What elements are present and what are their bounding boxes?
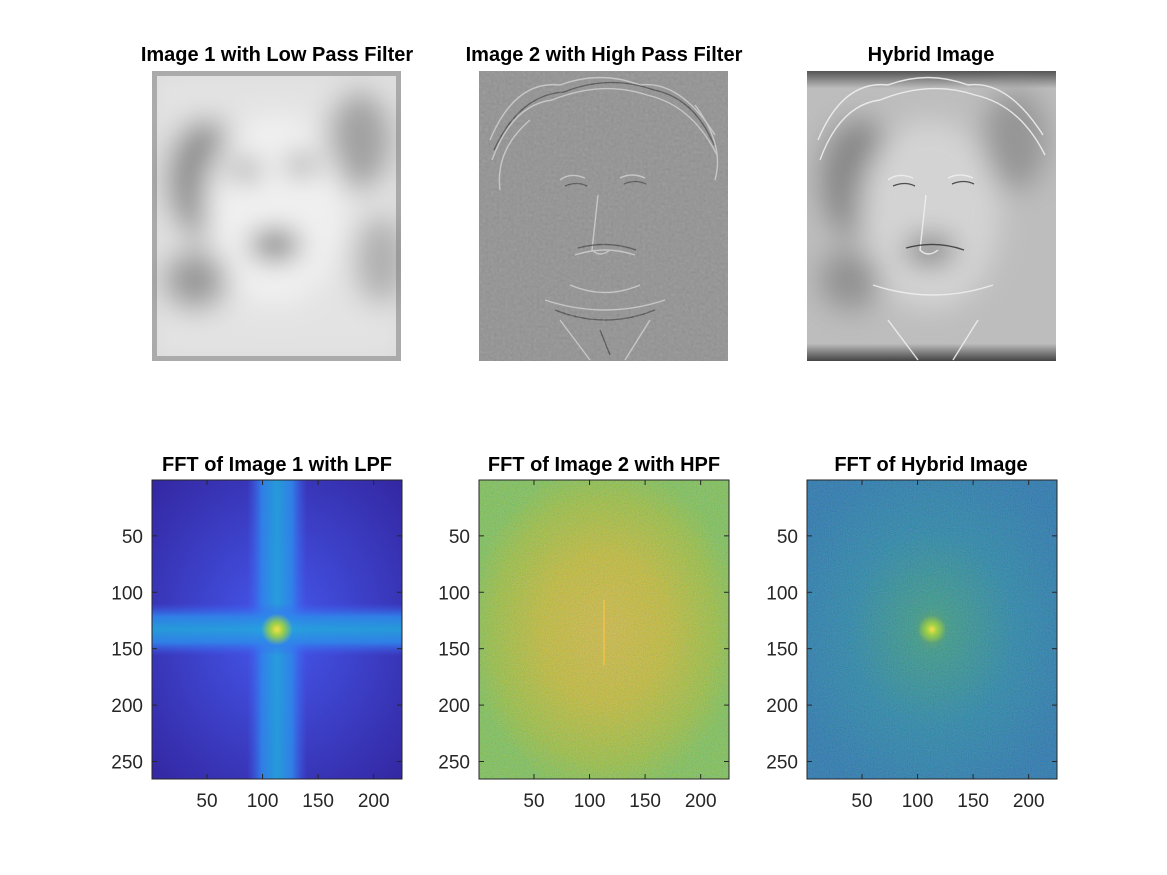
x-tick-label: 150: [957, 791, 989, 812]
y-tick-label: 100: [438, 583, 470, 604]
axes-box: [151, 479, 403, 780]
axes-box: [478, 479, 730, 780]
fft-heatmap-lpf: [152, 480, 402, 779]
image-panel-lpf: Image 1 with Low Pass Filter: [141, 44, 414, 361]
x-tick-label: 200: [685, 791, 717, 812]
fft-title-hpf: FFT of Image 2 with HPF: [488, 454, 720, 476]
y-tick-label: 50: [449, 527, 470, 548]
x-tick-label: 100: [247, 791, 279, 812]
y-tick-label: 100: [111, 583, 143, 604]
hybrid-image: [807, 71, 1056, 361]
axes-lpf: 50 100 150 200 50 100 150 200 250: [111, 479, 403, 812]
lpf-image: [152, 71, 401, 361]
image-panel-hpf: Image 2 with High Pass Filter: [466, 44, 743, 361]
image-panel-hybrid: Hybrid Image: [807, 44, 1056, 361]
axes-box: [806, 479, 1058, 780]
fft-title-lpf: FFT of Image 1 with LPF: [162, 454, 392, 476]
x-tick-label: 100: [574, 791, 606, 812]
y-tick-label: 200: [438, 696, 470, 717]
y-tick-label: 200: [766, 696, 798, 717]
x-tick-label: 50: [851, 791, 872, 812]
axes-hpf: 50 100 150 200 50 100 150 200 250: [438, 479, 730, 812]
fft-heatmap-hpf: [479, 480, 729, 779]
y-tick-label: 250: [111, 753, 143, 774]
y-tick-label: 250: [438, 753, 470, 774]
fft-heatmap-hybrid: [807, 480, 1057, 779]
y-tick-label: 100: [766, 583, 798, 604]
y-tick-label: 150: [438, 640, 470, 661]
x-tick-label: 200: [358, 791, 390, 812]
x-tick-label: 150: [629, 791, 661, 812]
fft-panel-hybrid: FFT of Hybrid Image 50 100 150 200 50 100 150 2…: [766, 454, 1058, 812]
image-title-lpf: Image 1 with Low Pass Filter: [141, 44, 414, 66]
dc-peak: [261, 613, 293, 646]
fft-title-hybrid: FFT of Hybrid Image: [834, 454, 1027, 476]
x-tick-label: 50: [196, 791, 217, 812]
x-tick-label: 150: [302, 791, 334, 812]
image-title-hybrid: Hybrid Image: [868, 44, 995, 66]
x-tick-label: 50: [523, 791, 544, 812]
fft-panel-hpf: FFT of Image 2 with HPF 50 100 150 200 50 100…: [438, 454, 730, 812]
image-title-hpf: Image 2 with High Pass Filter: [466, 44, 743, 66]
y-tick-label: 250: [766, 753, 798, 774]
hpf-image: [479, 71, 728, 361]
y-tick-label: 200: [111, 696, 143, 717]
y-tick-label: 50: [122, 527, 143, 548]
y-tick-label: 150: [111, 640, 143, 661]
y-tick-label: 150: [766, 640, 798, 661]
x-tick-label: 200: [1013, 791, 1045, 812]
y-tick-label: 50: [777, 527, 798, 548]
x-tick-label: 100: [902, 791, 934, 812]
dc-peak: [918, 615, 946, 644]
fft-panel-lpf: FFT of Image 1 with LPF 50 100 150 200 50 100…: [111, 454, 403, 812]
axes-hybrid: 50 100 150 200 50 100 150 200 250: [766, 479, 1058, 812]
